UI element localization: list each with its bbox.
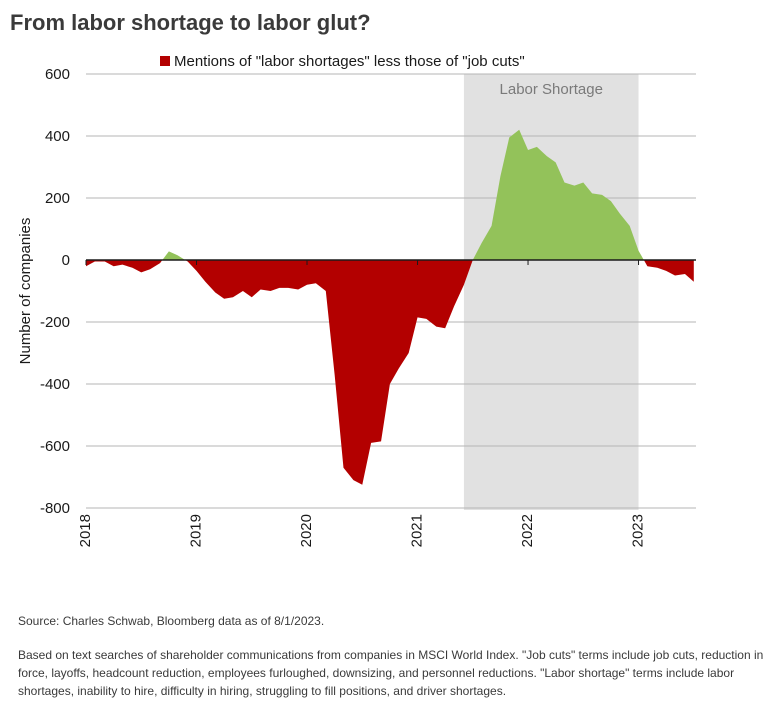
labor-chart: Labor Shortage 600 400 200 0 -200 -400 -600 -80… — [17, 53, 696, 547]
legend-label: Mentions of "labor shortages" less those… — [174, 53, 525, 70]
y-tick-label: 600 — [45, 66, 70, 83]
y-tick-label: 400 — [45, 128, 70, 145]
methodology-note: Based on text searches of shareholder co… — [18, 648, 764, 698]
negative-area — [86, 260, 694, 485]
x-tick-label: 2020 — [298, 514, 315, 547]
y-tick-label: 0 — [62, 252, 70, 269]
y-tick-label: -600 — [40, 438, 70, 455]
source-note: Source: Charles Schwab, Bloomberg data a… — [18, 614, 325, 628]
y-tick-label: -200 — [40, 314, 70, 331]
shaded-region — [463, 74, 639, 510]
chart-title: From labor shortage to labor glut? — [10, 10, 371, 35]
y-tick-label: 200 — [45, 190, 70, 207]
axis-layer: 600 400 200 0 -200 -400 -600 -800 2018 2019 2020 20… — [17, 66, 696, 547]
shaded-region-layer: Labor Shortage — [463, 74, 639, 510]
x-tick-label: 2021 — [408, 514, 425, 547]
y-tick-label: -400 — [40, 376, 70, 393]
x-tick-label: 2019 — [187, 514, 204, 547]
x-tick-label: 2018 — [77, 514, 94, 547]
x-tick-label: 2023 — [630, 514, 647, 547]
legend-layer: Mentions of "labor shortages" less those… — [160, 53, 525, 70]
shaded-region-label: Labor Shortage — [500, 81, 603, 98]
y-axis-label: Number of companies — [17, 218, 34, 365]
x-tick-label: 2022 — [519, 514, 536, 547]
area-layer — [86, 129, 694, 485]
legend-swatch — [160, 56, 170, 66]
positive-area — [86, 129, 694, 260]
y-tick-label: -800 — [40, 500, 70, 517]
